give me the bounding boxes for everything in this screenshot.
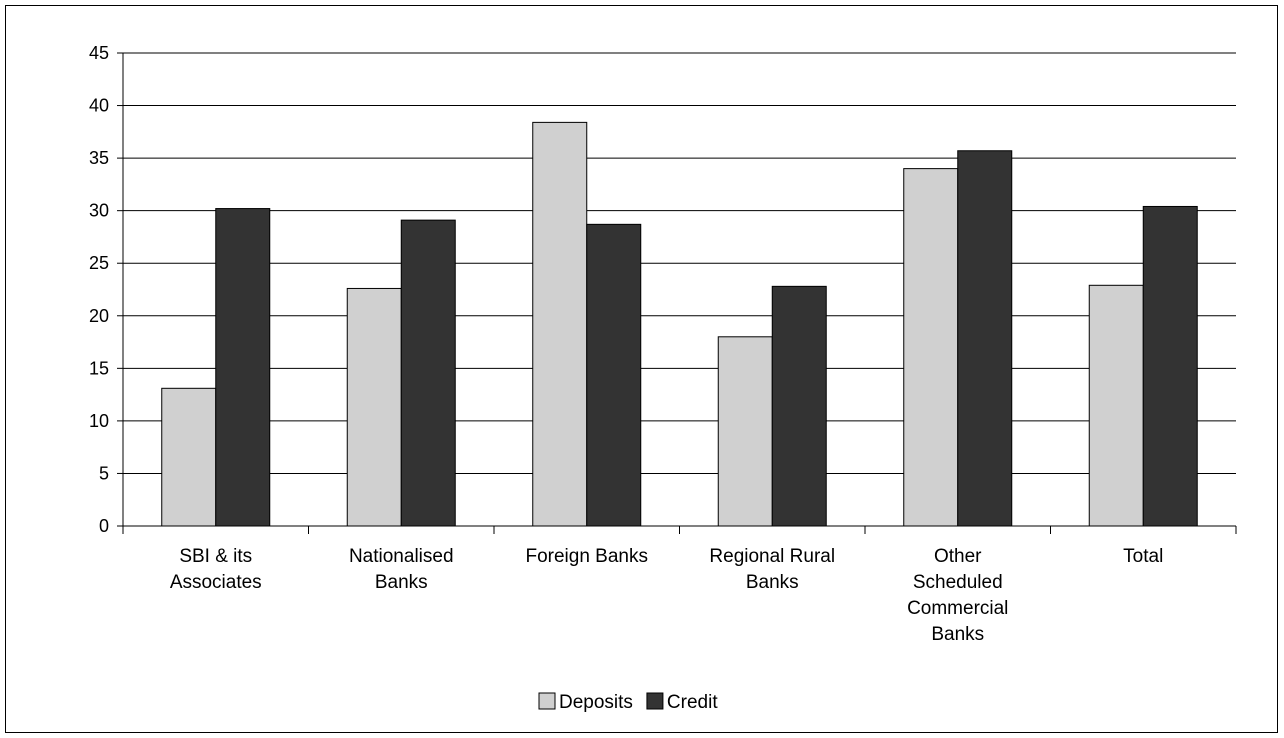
y-tick-label: 30 xyxy=(89,201,109,221)
x-tick-label-line: Foreign Banks xyxy=(525,546,648,567)
legend-swatch-credit xyxy=(646,692,664,710)
x-tick-label: Total xyxy=(1123,546,1163,567)
bar-deposits xyxy=(1088,284,1144,527)
x-tick-label: Regional Rural Banks xyxy=(709,546,835,593)
bar-deposits xyxy=(903,168,959,527)
x-tick-label-line: Commercial xyxy=(907,598,1008,619)
bar-deposits xyxy=(346,287,402,527)
y-tick-label: 25 xyxy=(89,253,109,273)
x-tick-label-line: Regional Rural xyxy=(709,546,835,567)
legend-label-deposits: Deposits xyxy=(559,692,633,713)
bar-deposits xyxy=(532,121,588,527)
bar-credit xyxy=(1142,205,1198,527)
x-tick-label-line: Other xyxy=(934,546,982,567)
chart-frame: 0 5 10 15 20 25 30 35 40 45 SBI & its Associates Nat… xyxy=(5,5,1278,733)
x-tick-label: Foreign Banks xyxy=(525,546,648,567)
x-tick-label-line: Associates xyxy=(170,572,262,593)
y-tick-label: 35 xyxy=(89,148,109,168)
legend-label-credit: Credit xyxy=(667,692,718,713)
bar-deposits xyxy=(717,336,773,527)
bar-deposits xyxy=(161,387,217,527)
y-tick-label: 0 xyxy=(99,516,109,536)
x-tick-label-line: Scheduled xyxy=(913,572,1003,593)
x-tick-label-line: Banks xyxy=(931,624,984,645)
y-tick-label: 5 xyxy=(99,463,109,483)
y-tick-label: 20 xyxy=(89,306,109,326)
x-tick-label: SBI & its Associates xyxy=(170,546,262,593)
bar-chart: 0 5 10 15 20 25 30 35 40 45 SBI & its Associates Nat… xyxy=(89,43,1237,713)
x-tick-label-line: Nationalised xyxy=(349,546,454,567)
x-tick-label-line: SBI & its xyxy=(179,546,252,567)
bar-credit xyxy=(771,285,827,527)
x-tick-label: Other Scheduled Commercial Banks xyxy=(907,546,1008,645)
bar-credit xyxy=(586,223,642,527)
y-tick-label: 10 xyxy=(89,411,109,431)
x-tick-label: Nationalised Banks xyxy=(349,546,454,593)
legend-swatch-deposits xyxy=(538,692,556,710)
x-tick-label-line: Total xyxy=(1123,546,1163,567)
x-tick-label-line: Banks xyxy=(375,572,428,593)
bar-credit xyxy=(400,219,456,527)
y-tick-label: 40 xyxy=(89,96,109,116)
x-tick-label-line: Banks xyxy=(746,572,799,593)
bar-credit xyxy=(215,208,271,527)
y-tick-label: 15 xyxy=(89,358,109,378)
y-tick-label: 45 xyxy=(89,43,109,63)
bar-credit xyxy=(957,150,1013,527)
